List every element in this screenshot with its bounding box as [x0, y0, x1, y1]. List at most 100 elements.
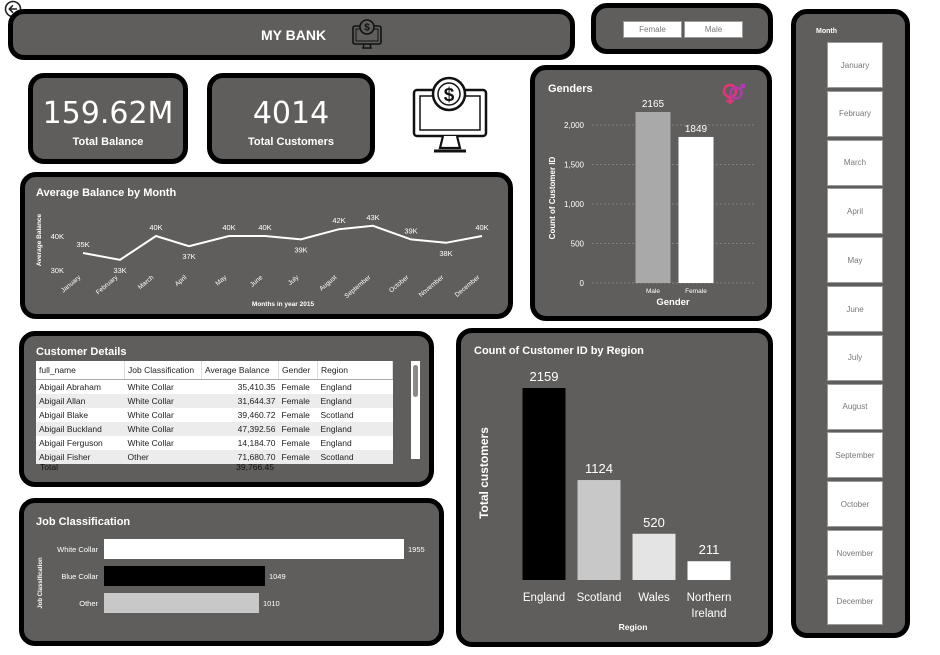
x-tick-label: December: [454, 274, 482, 299]
app-title: MY BANK: [261, 27, 327, 43]
x-tick-label: April: [174, 274, 189, 288]
avg-balance-chart-card: Average Balance by Month 30K 40K Average B…: [20, 172, 513, 319]
table-scrollbar[interactable]: [411, 361, 420, 459]
x-tick-label: March: [137, 274, 156, 291]
x-tick-label: Female: [685, 288, 707, 295]
region-chart-card: Count of Customer ID by Region 2159 1124 5…: [456, 328, 773, 647]
y-tick-label: 2,000: [564, 121, 585, 130]
svg-text:$: $: [444, 85, 455, 106]
month-option-december[interactable]: December: [827, 578, 883, 625]
month-slicer-title: Month: [816, 28, 837, 35]
table-cell: Other: [124, 450, 202, 464]
x-tick-label: May: [214, 274, 228, 288]
month-option-august[interactable]: August: [827, 383, 883, 430]
table-cell: White Collar: [124, 394, 202, 408]
gender-option-female[interactable]: Female: [623, 21, 682, 38]
col-header-gender[interactable]: Gender: [278, 361, 318, 380]
table-cell: Abigail Fisher: [36, 450, 125, 464]
month-option-july[interactable]: July: [827, 334, 883, 381]
table-row[interactable]: Abigail Fisher Other 71,680.70 Female Scotla…: [36, 450, 393, 464]
data-label: 1010: [263, 599, 280, 608]
table-row[interactable]: Abigail Blake White Collar 39,460.72 Female…: [36, 408, 393, 422]
data-label: 43K: [366, 213, 379, 222]
bar-white-collar: [104, 539, 404, 559]
x-tick-label: England: [523, 592, 565, 604]
data-label: 520: [643, 515, 665, 530]
region-chart-title: Count of Customer ID by Region: [474, 345, 644, 357]
month-option-march[interactable]: March: [827, 139, 883, 186]
svg-text:$: $: [364, 23, 370, 34]
y-tick-label: 30K: [51, 266, 64, 275]
region-chart: 2159 1124 520 211 England Scotland Wales Northe…: [477, 369, 732, 632]
y-tick-label: 0: [580, 279, 585, 288]
table-cell: 39,460.72: [237, 410, 276, 420]
x-tick-label: Male: [646, 288, 660, 295]
x-tick-label: November: [418, 274, 446, 299]
x-tick-label: Wales: [638, 592, 670, 604]
table-cell: White Collar: [124, 422, 202, 436]
month-option-september[interactable]: September: [827, 432, 883, 479]
table-cell: 35,410.35: [237, 382, 276, 392]
gender-option-male[interactable]: Male: [684, 21, 743, 38]
y-tick-label: 40K: [51, 232, 64, 241]
total-customers-value: 4014: [252, 96, 330, 131]
x-tick-label: Northern: [687, 592, 732, 604]
col-header-balance[interactable]: Average Balance: [201, 361, 279, 380]
table-cell: Scotland: [320, 410, 354, 420]
table-cell: 31,644.37: [201, 394, 279, 408]
col-header-job[interactable]: Job Classification: [124, 361, 202, 380]
data-label: 1955: [408, 545, 425, 554]
month-option-april[interactable]: April: [827, 188, 883, 235]
x-tick-label: February: [95, 274, 120, 297]
bar-female: [678, 136, 714, 283]
x-tick-label: June: [249, 274, 265, 289]
x-axis-title: Gender: [656, 297, 690, 308]
month-option-february[interactable]: February: [827, 90, 883, 137]
y-axis-title: Count of Customer ID: [548, 156, 557, 239]
table-cell: Female: [278, 422, 318, 436]
kpi-total-customers: 4014 Total Customers: [207, 73, 375, 164]
y-tick-label: 1,500: [564, 161, 585, 170]
data-label: 1049: [269, 572, 286, 581]
table-scrollbar-thumb[interactable]: [413, 365, 418, 397]
bar-england: [522, 388, 566, 580]
data-label: 1849: [685, 124, 708, 135]
balance-line: [82, 224, 483, 261]
table-cell: Abigail Blake: [39, 410, 89, 420]
customer-table: full_name Job Classification Average Bal…: [36, 361, 393, 464]
gender-symbols-icon: [722, 83, 746, 104]
y-tick-label: 1,000: [564, 200, 585, 209]
table-row[interactable]: Abigail Ferguson White Collar 14,184.70 Fem…: [36, 436, 393, 450]
job-chart: 1955 White Collar 1049 Blue Collar 1010 Other…: [38, 539, 425, 613]
table-cell: White Collar: [127, 410, 174, 420]
month-option-june[interactable]: June: [827, 286, 883, 332]
data-label: 38K: [439, 249, 452, 258]
x-axis-title: Months in year 2015: [252, 301, 315, 308]
col-header-full-name[interactable]: full_name: [36, 361, 125, 380]
table-cell: Female: [281, 382, 310, 392]
data-label: 2165: [642, 99, 665, 110]
col-header-region[interactable]: Region: [317, 361, 393, 380]
month-option-may[interactable]: May: [827, 237, 883, 284]
table-cell: England: [317, 394, 393, 408]
table-row[interactable]: Abigail Abraham White Collar 35,410.35 Fema…: [36, 380, 393, 395]
avg-balance-chart-title: Average Balance by Month: [36, 187, 177, 199]
month-option-january[interactable]: January: [827, 42, 883, 88]
data-label: 42K: [332, 216, 345, 225]
data-label: 40K: [258, 223, 271, 232]
table-row[interactable]: Abigail Allan White Collar 31,644.37 Female…: [36, 394, 393, 408]
x-tick-label: September: [343, 274, 372, 300]
month-option-november[interactable]: November: [827, 530, 883, 576]
table-cell: 47,392.56: [201, 422, 279, 436]
y-tick-label: White Collar: [57, 545, 98, 554]
bar-scotland: [577, 480, 621, 580]
job-chart-card: Job Classification 1955 White Collar 1049 B…: [19, 498, 444, 646]
month-option-october[interactable]: October: [827, 481, 883, 528]
data-label: 40K: [475, 223, 488, 232]
data-label: 33K: [113, 266, 126, 275]
y-tick-label: 500: [571, 240, 585, 249]
gender-slicer: Female Male: [591, 3, 773, 54]
table-row[interactable]: Abigail Buckland White Collar 47,392.56 Fem…: [36, 422, 393, 436]
total-balance-label: Total Balance: [72, 136, 144, 148]
header-banner: MY BANK $: [8, 9, 575, 60]
